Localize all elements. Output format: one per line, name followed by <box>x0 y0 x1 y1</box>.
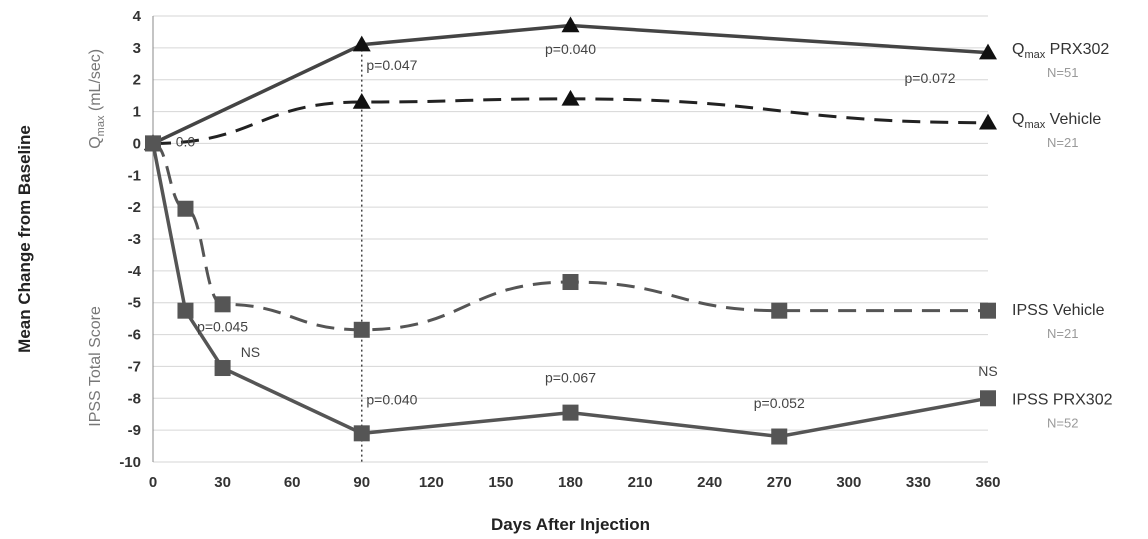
x-tick-label: 150 <box>488 474 513 491</box>
x-tick-label: 180 <box>558 474 583 491</box>
series-ipss-vehicle: IPSS Vehicle N=21 <box>145 135 1105 341</box>
y-tick-label: 2 <box>133 72 141 89</box>
annotation-label: NS <box>241 344 260 360</box>
y-axis-title: Mean Change from Baseline <box>15 125 34 353</box>
data-point-square <box>980 390 996 407</box>
x-tick-label: 120 <box>419 474 444 491</box>
legend-entry: Qmax Vehicle N=21 <box>1012 111 1101 150</box>
y-tick-label: -5 <box>128 295 141 312</box>
legend-entry: IPSS Vehicle N=21 <box>1012 302 1105 341</box>
legend-n-label: N=21 <box>1047 326 1078 341</box>
x-tick-label: 0 <box>149 474 157 491</box>
annotation-label: p=0.047 <box>366 57 417 73</box>
x-tick-label: 60 <box>284 474 301 491</box>
data-point-triangle <box>979 43 997 60</box>
data-point-square <box>771 428 788 445</box>
annotation-label: p=0.045 <box>197 318 248 334</box>
upper-axis-title: Qmax (mL/sec) <box>87 49 107 149</box>
x-tick-label: 30 <box>214 474 231 491</box>
annotation-label: p=0.040 <box>545 41 596 57</box>
data-point-square <box>562 404 579 421</box>
data-point-square <box>353 425 370 442</box>
data-point-triangle <box>561 16 580 33</box>
data-point-square <box>145 135 161 152</box>
x-tick-label: 360 <box>975 474 1000 491</box>
x-axis-title: Days After Injection <box>491 515 650 534</box>
annotation-label: p=0.072 <box>905 70 956 86</box>
data-point-triangle <box>979 113 997 130</box>
series-line <box>152 141 988 332</box>
legend-n-label: N=52 <box>1047 415 1078 430</box>
data-point-square <box>562 274 579 291</box>
y-tick-label: -1 <box>128 167 141 184</box>
legend-entry: Qmax PRX302 N=51 <box>1012 41 1109 80</box>
x-tick-label: 210 <box>628 474 653 491</box>
series-line <box>152 97 989 145</box>
y-tick-label: 0 <box>133 135 141 152</box>
series-line <box>152 23 989 146</box>
data-point-square <box>771 302 788 319</box>
x-tick-label: 240 <box>697 474 722 491</box>
y-tick-label: -6 <box>128 327 141 344</box>
lower-axis-title: IPSS Total Score <box>87 306 104 427</box>
annotation-label: p=0.067 <box>545 369 596 385</box>
y-tick-label: -7 <box>128 358 141 375</box>
y-tick-label: 3 <box>133 40 141 57</box>
y-tick-label: -8 <box>128 390 141 407</box>
gridlines <box>153 15 988 463</box>
annotation-label: p=0.040 <box>366 392 417 408</box>
data-point-square <box>214 296 231 313</box>
legend-label: Qmax Vehicle <box>1012 111 1101 131</box>
y-tick-label: 4 <box>133 8 142 25</box>
annotation-label: NS <box>978 363 997 379</box>
legend-n-label: N=21 <box>1047 135 1078 150</box>
y-tick-label: -3 <box>128 231 141 248</box>
y-tick-label: -2 <box>128 199 141 216</box>
data-point-square <box>214 360 231 377</box>
y-tick-label: -10 <box>119 454 141 471</box>
legend-entry: IPSS PRX302 N=52 <box>1012 391 1113 430</box>
legend-label: IPSS PRX302 <box>1012 391 1113 408</box>
series-qmax-prx302: Qmax PRX302 N=51 <box>144 16 1109 151</box>
data-point-triangle <box>352 35 371 52</box>
x-tick-label: 300 <box>836 474 861 491</box>
data-point-square <box>980 302 996 319</box>
data-point-square <box>353 321 370 338</box>
x-tick-labels: 0 30 60 90 120 150 180 210 240 270 300 330 360 <box>149 474 1001 491</box>
data-point-triangle <box>561 89 580 106</box>
annotation-label: 0.0 <box>176 134 196 150</box>
annotation-label: p=0.052 <box>754 395 805 411</box>
x-tick-label: 90 <box>353 474 370 491</box>
legend-n-label: N=51 <box>1047 65 1078 80</box>
data-point-triangle <box>352 93 371 109</box>
x-tick-label: 330 <box>906 474 931 491</box>
data-point-square <box>177 302 194 319</box>
y-tick-label: -4 <box>128 263 142 280</box>
data-point-square <box>177 200 194 217</box>
legend-label: Qmax PRX302 <box>1012 41 1109 61</box>
y-tick-label: 1 <box>133 104 141 121</box>
series-qmax-vehicle: Qmax Vehicle N=21 <box>144 89 1101 151</box>
y-tick-labels: 4 3 2 1 0 -1 -2 -3 -4 -5 -6 -7 -8 -9 -10 <box>119 8 141 471</box>
legend-label: IPSS Vehicle <box>1012 302 1105 319</box>
annotations: 0.0 p=0.047 p=0.040 p=0.072 p=0.045 NS p=0.040… <box>176 41 998 411</box>
x-tick-label: 270 <box>767 474 792 491</box>
y-tick-label: -9 <box>128 422 141 439</box>
series-ipss-prx302: IPSS PRX302 N=52 <box>145 135 1113 445</box>
